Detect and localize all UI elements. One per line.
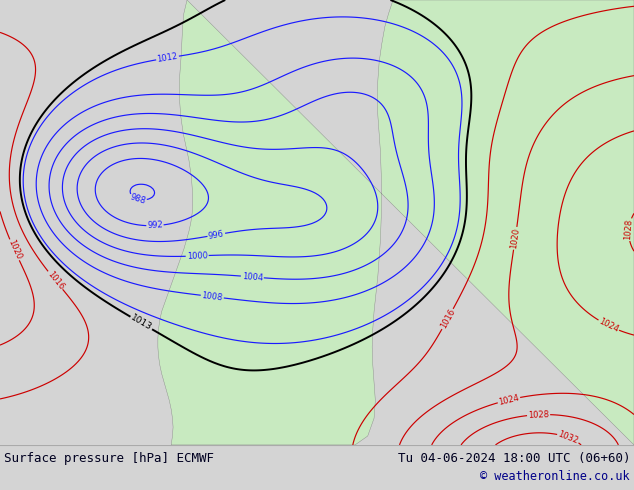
Text: 1000: 1000 — [186, 251, 208, 261]
Text: 1028: 1028 — [624, 219, 634, 241]
Text: 1024: 1024 — [597, 317, 620, 334]
Text: 1008: 1008 — [201, 291, 223, 302]
Text: 1032: 1032 — [557, 430, 579, 445]
Text: 1013: 1013 — [129, 314, 153, 333]
Text: 996: 996 — [208, 229, 225, 241]
Text: © weatheronline.co.uk: © weatheronline.co.uk — [481, 470, 630, 484]
Text: 992: 992 — [146, 221, 163, 230]
Text: 1020: 1020 — [509, 227, 521, 249]
Text: 1012: 1012 — [157, 52, 179, 64]
Text: 988: 988 — [129, 193, 147, 206]
Text: Tu 04-06-2024 18:00 UTC (06+60): Tu 04-06-2024 18:00 UTC (06+60) — [398, 452, 630, 466]
Text: 1004: 1004 — [242, 271, 263, 282]
Polygon shape — [158, 0, 634, 445]
Text: 1024: 1024 — [498, 393, 520, 407]
Text: 1016: 1016 — [439, 308, 456, 330]
Text: Surface pressure [hPa] ECMWF: Surface pressure [hPa] ECMWF — [4, 452, 214, 466]
Text: 1016: 1016 — [45, 270, 65, 292]
Text: 1028: 1028 — [528, 410, 549, 419]
Text: 1020: 1020 — [6, 239, 23, 261]
